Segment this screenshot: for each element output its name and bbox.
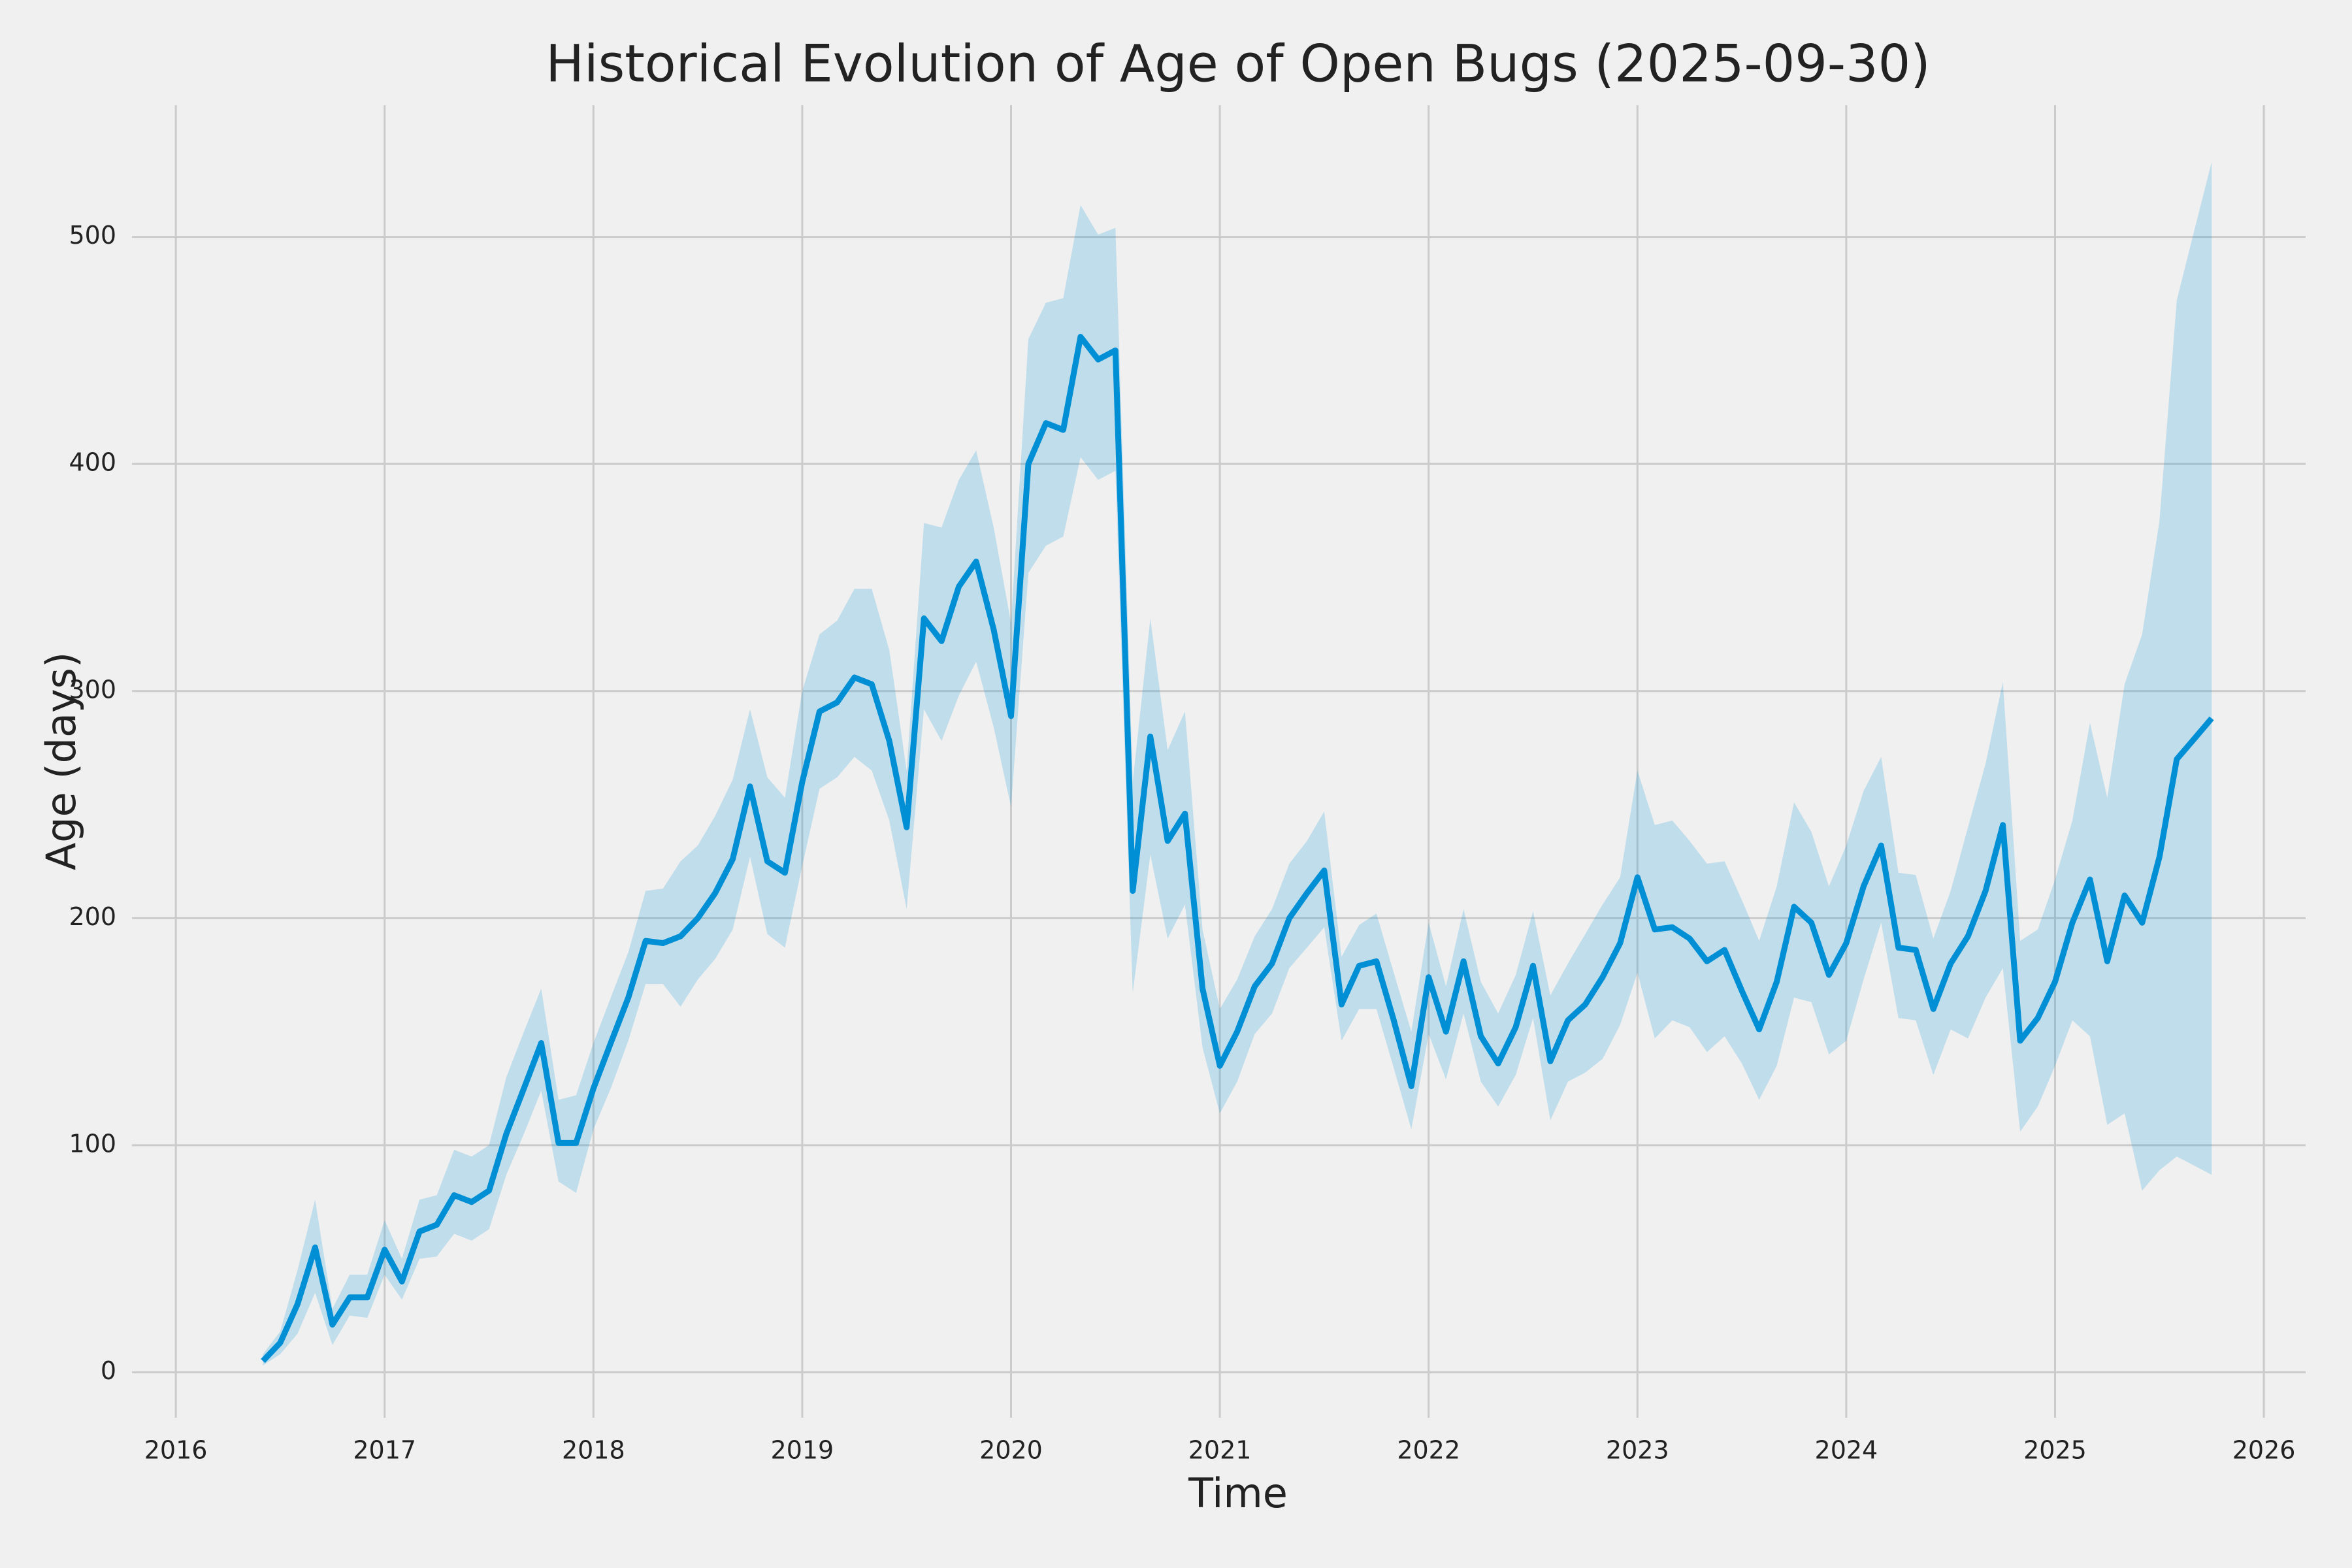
- x-tick-label: 2021: [1188, 1436, 1252, 1465]
- x-tick-label: 2022: [1397, 1436, 1460, 1465]
- y-tick-label: 0: [101, 1356, 116, 1385]
- x-tick-label: 2026: [2232, 1436, 2296, 1465]
- x-tick-label: 2017: [353, 1436, 416, 1465]
- line: [261, 334, 2214, 1364]
- y-tick-label: 200: [69, 902, 116, 931]
- x-tick-label: 2024: [1815, 1436, 1878, 1465]
- y-tick-label: 300: [69, 675, 116, 704]
- x-tick-label: 2019: [771, 1436, 834, 1465]
- x-tick-label: 2020: [979, 1436, 1043, 1465]
- x-tick-label: 2018: [562, 1436, 625, 1465]
- x-tick-label: 2023: [1606, 1436, 1669, 1465]
- x-tick-label: 2025: [2023, 1436, 2087, 1465]
- y-tick-label: 100: [69, 1129, 116, 1158]
- y-tick-label: 500: [69, 221, 116, 250]
- x-axis-label: Time: [1188, 1469, 1288, 1517]
- chart-title: Historical Evolution of Age of Open Bugs…: [546, 35, 1930, 93]
- x-tick-label: 2016: [144, 1436, 208, 1465]
- y-tick-label: 400: [69, 448, 116, 477]
- y-axis-label: Age (days): [37, 652, 85, 870]
